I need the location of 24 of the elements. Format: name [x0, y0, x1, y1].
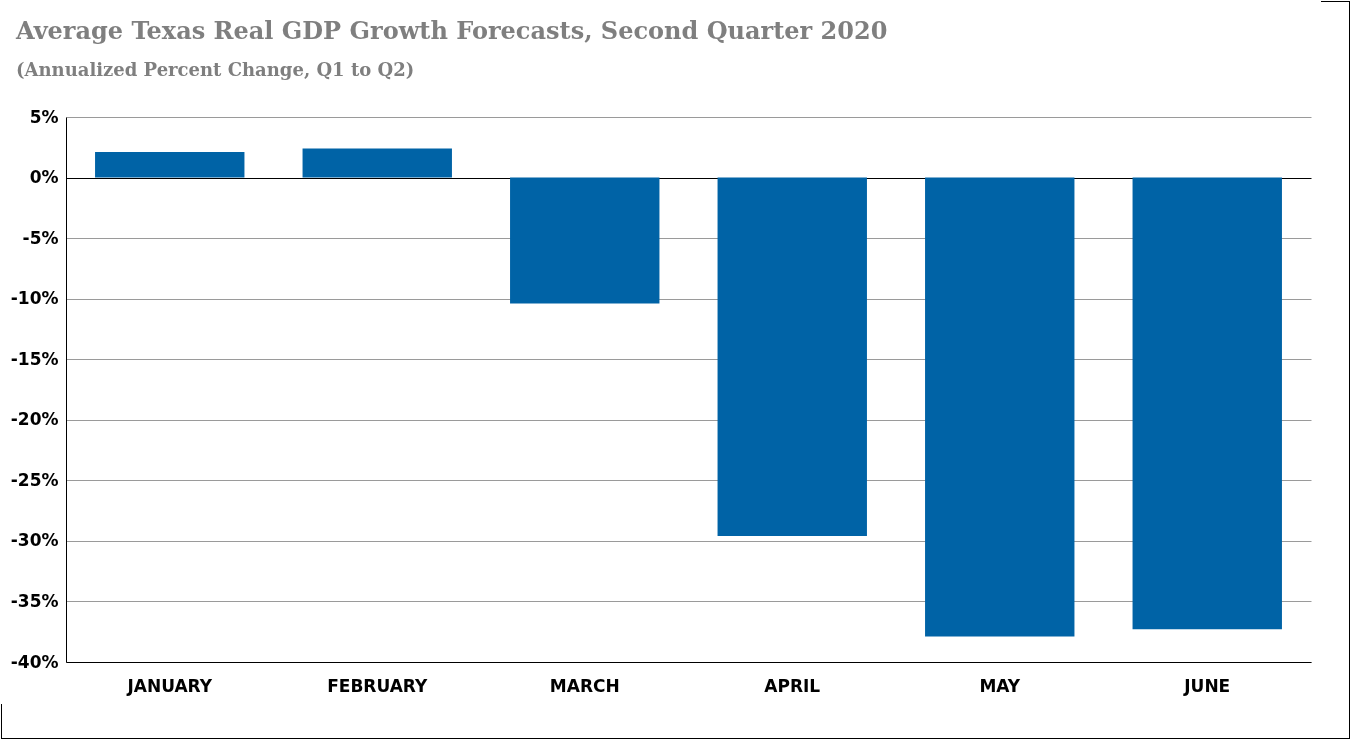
chart-title: Average Texas Real GDP Growth Forecasts, Second Quarter 2020: [15, 16, 888, 45]
chart-subtitle: (Annualized Percent Change, Q1 to Q2): [16, 59, 415, 80]
y-tick-label: -10%: [10, 288, 59, 309]
bar: [302, 148, 452, 178]
bar: [925, 177, 1075, 637]
x-tick-label: APRIL: [764, 675, 821, 696]
x-tick-label: FEBRUARY: [327, 675, 429, 696]
y-tick-label: -25%: [10, 469, 59, 490]
bar: [1132, 177, 1282, 630]
y-tick-label: 5%: [29, 106, 59, 127]
bar: [717, 177, 867, 537]
y-tick-label: -30%: [10, 530, 59, 551]
y-tick-label: 0%: [29, 167, 59, 188]
x-tick-label: JANUARY: [126, 675, 213, 696]
x-tick-label: JUNE: [1183, 675, 1231, 696]
bar: [510, 177, 660, 304]
y-tick-label: -5%: [22, 227, 59, 248]
x-tick-label: MAY: [979, 675, 1021, 696]
y-tick-label: -15%: [10, 348, 59, 369]
y-tick-label: -20%: [10, 409, 59, 430]
y-tick-label: -35%: [10, 590, 59, 611]
bar: [95, 152, 245, 178]
x-tick-label: MARCH: [549, 675, 620, 696]
y-tick-label: -40%: [10, 651, 59, 672]
